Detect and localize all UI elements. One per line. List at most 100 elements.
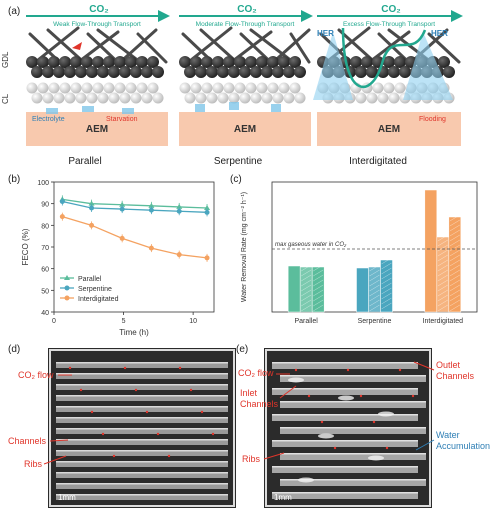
catalyst-particle [239, 92, 251, 104]
rib-highlight [280, 375, 426, 377]
bar-hatch [301, 289, 312, 297]
catalyst-particle [201, 82, 213, 94]
catalyst-particle [366, 92, 378, 104]
series-line-parallel [62, 198, 208, 209]
flow-text: Excess Flow-Through Transport [343, 21, 435, 28]
catalyst-particle [103, 82, 115, 94]
bar-hatch [301, 299, 312, 307]
bar-hatch [437, 259, 448, 267]
y-tick-label: 90 [41, 202, 49, 209]
bar-hatch [449, 289, 460, 297]
catalyst-particle [75, 92, 87, 104]
bar-serpentine [356, 267, 369, 313]
catalyst-particle [59, 82, 71, 94]
carbon-particle [195, 66, 207, 78]
co2-flow-marker [167, 454, 171, 458]
panel-d-micrograph: CO₂ flow Channels Ribs 1mm [8, 348, 236, 508]
rib-highlight [56, 494, 228, 496]
electrolyte-droplet [229, 102, 239, 110]
carbon-particle [59, 56, 71, 68]
gdl-fiber [136, 32, 168, 64]
carbon-particle [394, 56, 406, 68]
panel-d-label: (d) [8, 344, 21, 355]
rib-highlight [56, 362, 228, 364]
bar-hatch [313, 299, 324, 307]
rib [280, 401, 426, 408]
bar-hatch [369, 294, 380, 302]
carbon-particle [272, 66, 284, 78]
bar-hatch [449, 224, 460, 232]
x-tick-label: 10 [189, 318, 197, 325]
carbon-particle [81, 56, 93, 68]
catalyst-particle [234, 82, 246, 94]
electrolyte-droplet [46, 108, 58, 114]
catalyst-particle [48, 82, 60, 94]
bar-hatch [369, 274, 380, 282]
carbon-particle [97, 66, 109, 78]
rib [56, 494, 228, 500]
panel-d-co2-flow-label: CO₂ flow [18, 370, 54, 380]
carbon-particle [70, 56, 82, 68]
electrolyte-droplet [271, 104, 281, 112]
catalyst-particle [223, 82, 235, 94]
catalyst-particle [152, 92, 164, 104]
y-axis-label: FECO (%) [21, 228, 30, 265]
carbon-particle [201, 56, 213, 68]
bar-hatch [313, 284, 324, 292]
co2-flow-marker [211, 432, 215, 436]
carbon-particle [366, 66, 378, 78]
catalyst-particle [383, 82, 395, 94]
bar-interdigitated [424, 189, 438, 313]
catalyst-particle [119, 92, 131, 104]
bar-hatch [449, 229, 460, 237]
bar-hatch [437, 239, 448, 247]
co2-flow-marker [145, 410, 149, 414]
schematic-title-interdigitated: Interdigitated [349, 156, 407, 167]
bar-hatch [313, 294, 324, 302]
carbon-particle [245, 56, 257, 68]
data-point [176, 252, 182, 258]
schematic-title-serpentine: Serpentine [214, 156, 263, 167]
rib [56, 461, 228, 467]
co2-flow-marker [200, 410, 204, 414]
bar-hatch [381, 262, 392, 270]
fe-co-line-chart: 40 50 60 70 80 90 100 0 5 10 Time (h) FECO (%) Paral… [21, 180, 215, 337]
carbon-particle [234, 56, 246, 68]
catalyst-particle [26, 82, 38, 94]
catalyst-particle [130, 92, 142, 104]
bar-hatch [381, 267, 392, 275]
data-point [119, 206, 125, 212]
bar-hatch [449, 234, 460, 242]
carbon-particle [212, 56, 224, 68]
carbon-particle [355, 66, 367, 78]
catalyst-particle [245, 82, 257, 94]
catalyst-particle [190, 82, 202, 94]
carbon-particle [26, 56, 38, 68]
y-tick-label: 60 [41, 267, 49, 274]
gdl-label: GDL [1, 51, 10, 68]
rib [272, 440, 418, 447]
bar-hatch [449, 219, 460, 227]
carbon-particle [350, 56, 362, 68]
catalyst-particle [136, 82, 148, 94]
data-point [119, 235, 125, 241]
water-region-left [313, 32, 353, 100]
catalyst-particle [37, 82, 49, 94]
carbon-particle [267, 56, 279, 68]
water-accumulation [288, 377, 304, 383]
carbon-particle [103, 56, 115, 68]
rib [56, 428, 228, 434]
bar-hatch [449, 214, 460, 222]
panel-e-ribs-label: Ribs [242, 454, 261, 464]
bar-hatch [313, 269, 324, 277]
catalyst-particle [81, 82, 93, 94]
water-accumulation [318, 433, 334, 439]
carbon-particle [125, 56, 137, 68]
x-tick-label: 0 [52, 318, 56, 325]
panel-d-ribs-label: Ribs [24, 459, 43, 469]
rib-highlight [280, 401, 426, 403]
rib [56, 406, 228, 412]
bar-hatch [437, 289, 448, 297]
catalyst-particle [372, 82, 384, 94]
x-tick-label: 5 [122, 318, 126, 325]
